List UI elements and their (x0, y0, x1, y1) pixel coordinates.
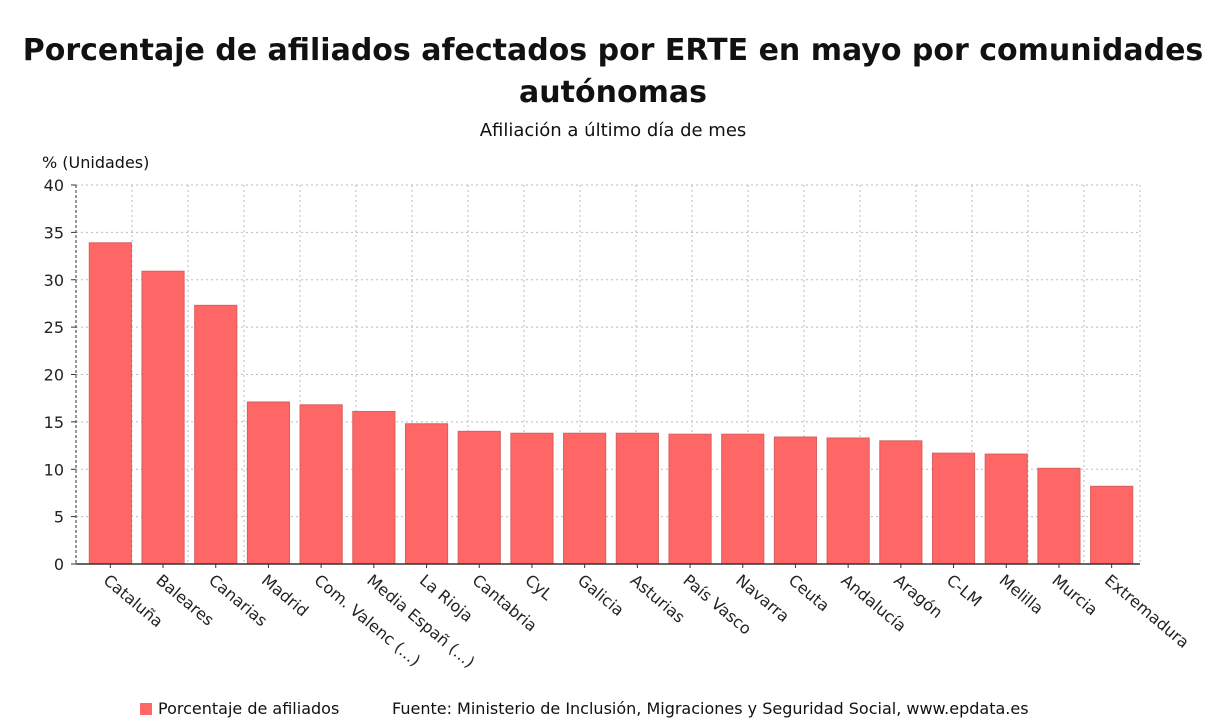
bar (194, 304, 238, 565)
bar (1037, 467, 1081, 565)
x-tick-label: Asturias (627, 571, 689, 627)
bar (563, 432, 607, 565)
legend-label: Porcentaje de afiliados (158, 699, 340, 718)
bar (615, 432, 659, 565)
y-tick-label: 5 (54, 508, 64, 527)
bar (457, 430, 501, 565)
source-note: Fuente: Ministerio de Inclusión, Migraci… (392, 699, 1029, 718)
x-tick-label: Canarias (205, 571, 271, 631)
y-tick-label: 15 (44, 413, 64, 432)
legend-swatch (140, 702, 152, 715)
x-tick-label: C-LM (943, 571, 986, 611)
bar (1090, 485, 1134, 565)
bar (299, 404, 343, 565)
x-tick-label: Extremadura (1101, 571, 1193, 652)
bar (721, 433, 765, 565)
bar (826, 437, 870, 565)
x-tick-label: Melilla (996, 571, 1047, 618)
y-tick-label: 10 (44, 460, 64, 479)
y-tick-label: 25 (44, 318, 64, 337)
bar (510, 432, 554, 565)
bar (773, 436, 818, 565)
chart-subtitle: Afiliación a último día de mes (479, 120, 747, 141)
bar (141, 270, 185, 565)
bar (404, 423, 449, 565)
y-axis-label: % (Unidades) (42, 153, 150, 172)
y-tick-label: 0 (54, 555, 64, 574)
y-tick-label: 40 (44, 176, 64, 195)
bar (984, 453, 1028, 565)
x-tick-label: Ceuta (785, 571, 833, 616)
bar (668, 433, 712, 565)
x-tick-label: CyL (521, 571, 556, 605)
y-tick-label: 35 (44, 223, 64, 242)
bar (352, 410, 396, 565)
bar (246, 401, 291, 565)
bar (88, 242, 132, 565)
x-tick-label: Murcia (1048, 571, 1101, 620)
bar (931, 452, 976, 565)
legend: Porcentaje de afiliados (140, 699, 339, 718)
y-tick-label: 20 (44, 366, 64, 385)
x-tick-label: Galicia (574, 571, 628, 620)
y-tick-label: 30 (44, 271, 64, 290)
bar (879, 440, 923, 565)
chart-title: Porcentaje de afiliados afectados por ER… (22, 33, 1204, 110)
